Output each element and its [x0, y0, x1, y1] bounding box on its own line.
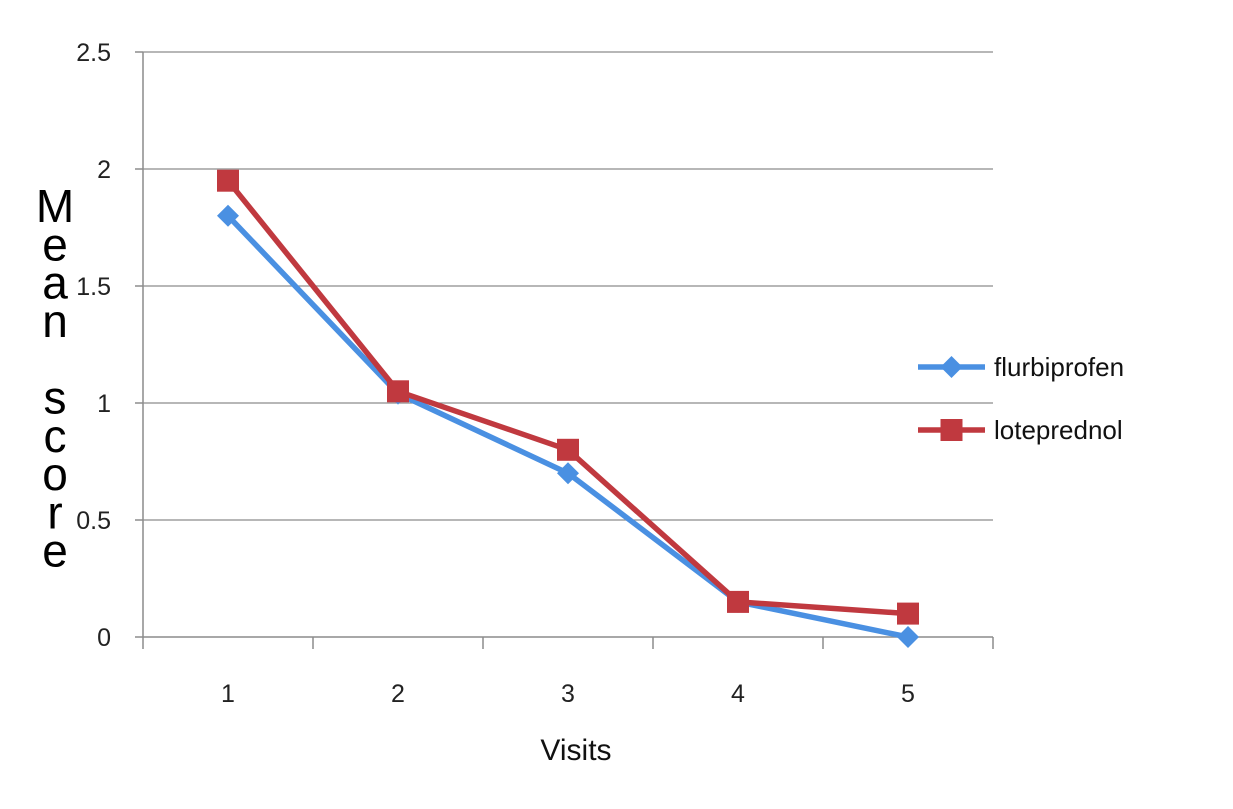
data-point	[557, 438, 579, 461]
data-point	[897, 626, 919, 648]
series-lines	[217, 169, 919, 648]
data-point	[217, 204, 239, 227]
legend-item-flurbiprofen: flurbiprofen	[918, 352, 1124, 382]
y-tick-label: 2	[97, 156, 111, 184]
y-axis-title-char: o	[42, 448, 68, 500]
y-tick-label: 0.5	[76, 507, 111, 535]
x-tick-label: 3	[561, 680, 575, 708]
series-line	[225, 213, 911, 640]
legend-marker	[940, 419, 963, 441]
y-axis-title-char: M	[36, 180, 74, 232]
y-axis-title-char: e	[42, 218, 68, 270]
legend-marker	[940, 356, 963, 378]
data-point	[727, 590, 749, 613]
y-axis-title-char: s	[44, 372, 67, 424]
y-axis-title-char: n	[42, 295, 68, 347]
series-line	[225, 177, 911, 617]
x-axis-title: Visits	[540, 734, 611, 767]
legend: flurbiprofen loteprednol	[918, 352, 1124, 445]
data-point	[387, 380, 409, 403]
y-axis-title-char: c	[44, 410, 67, 462]
legend-item-loteprednol: loteprednol	[918, 415, 1123, 445]
data-point	[557, 462, 579, 485]
y-axis-title-char: r	[47, 486, 62, 538]
data-point	[217, 169, 239, 192]
y-axis-title-char: a	[42, 257, 68, 309]
x-tick-label: 2	[391, 680, 405, 708]
gridlines	[143, 51, 993, 521]
y-tick-label: 0	[97, 624, 111, 652]
x-tick-label: 5	[901, 680, 915, 708]
y-tick-label: 1	[97, 390, 111, 418]
axes	[135, 51, 994, 649]
series-flurbiprofen	[217, 204, 919, 648]
y-tick-label: 2.5	[76, 39, 111, 67]
legend-label: flurbiprofen	[994, 352, 1124, 382]
y-tick-label: 1.5	[76, 273, 111, 301]
y-axis-title-char: e	[42, 525, 68, 577]
series-loteprednol	[217, 169, 919, 625]
x-tick-label: 1	[221, 680, 235, 708]
x-tick-label: 4	[731, 680, 745, 708]
legend-label: loteprednol	[994, 415, 1123, 445]
data-point	[897, 602, 919, 625]
